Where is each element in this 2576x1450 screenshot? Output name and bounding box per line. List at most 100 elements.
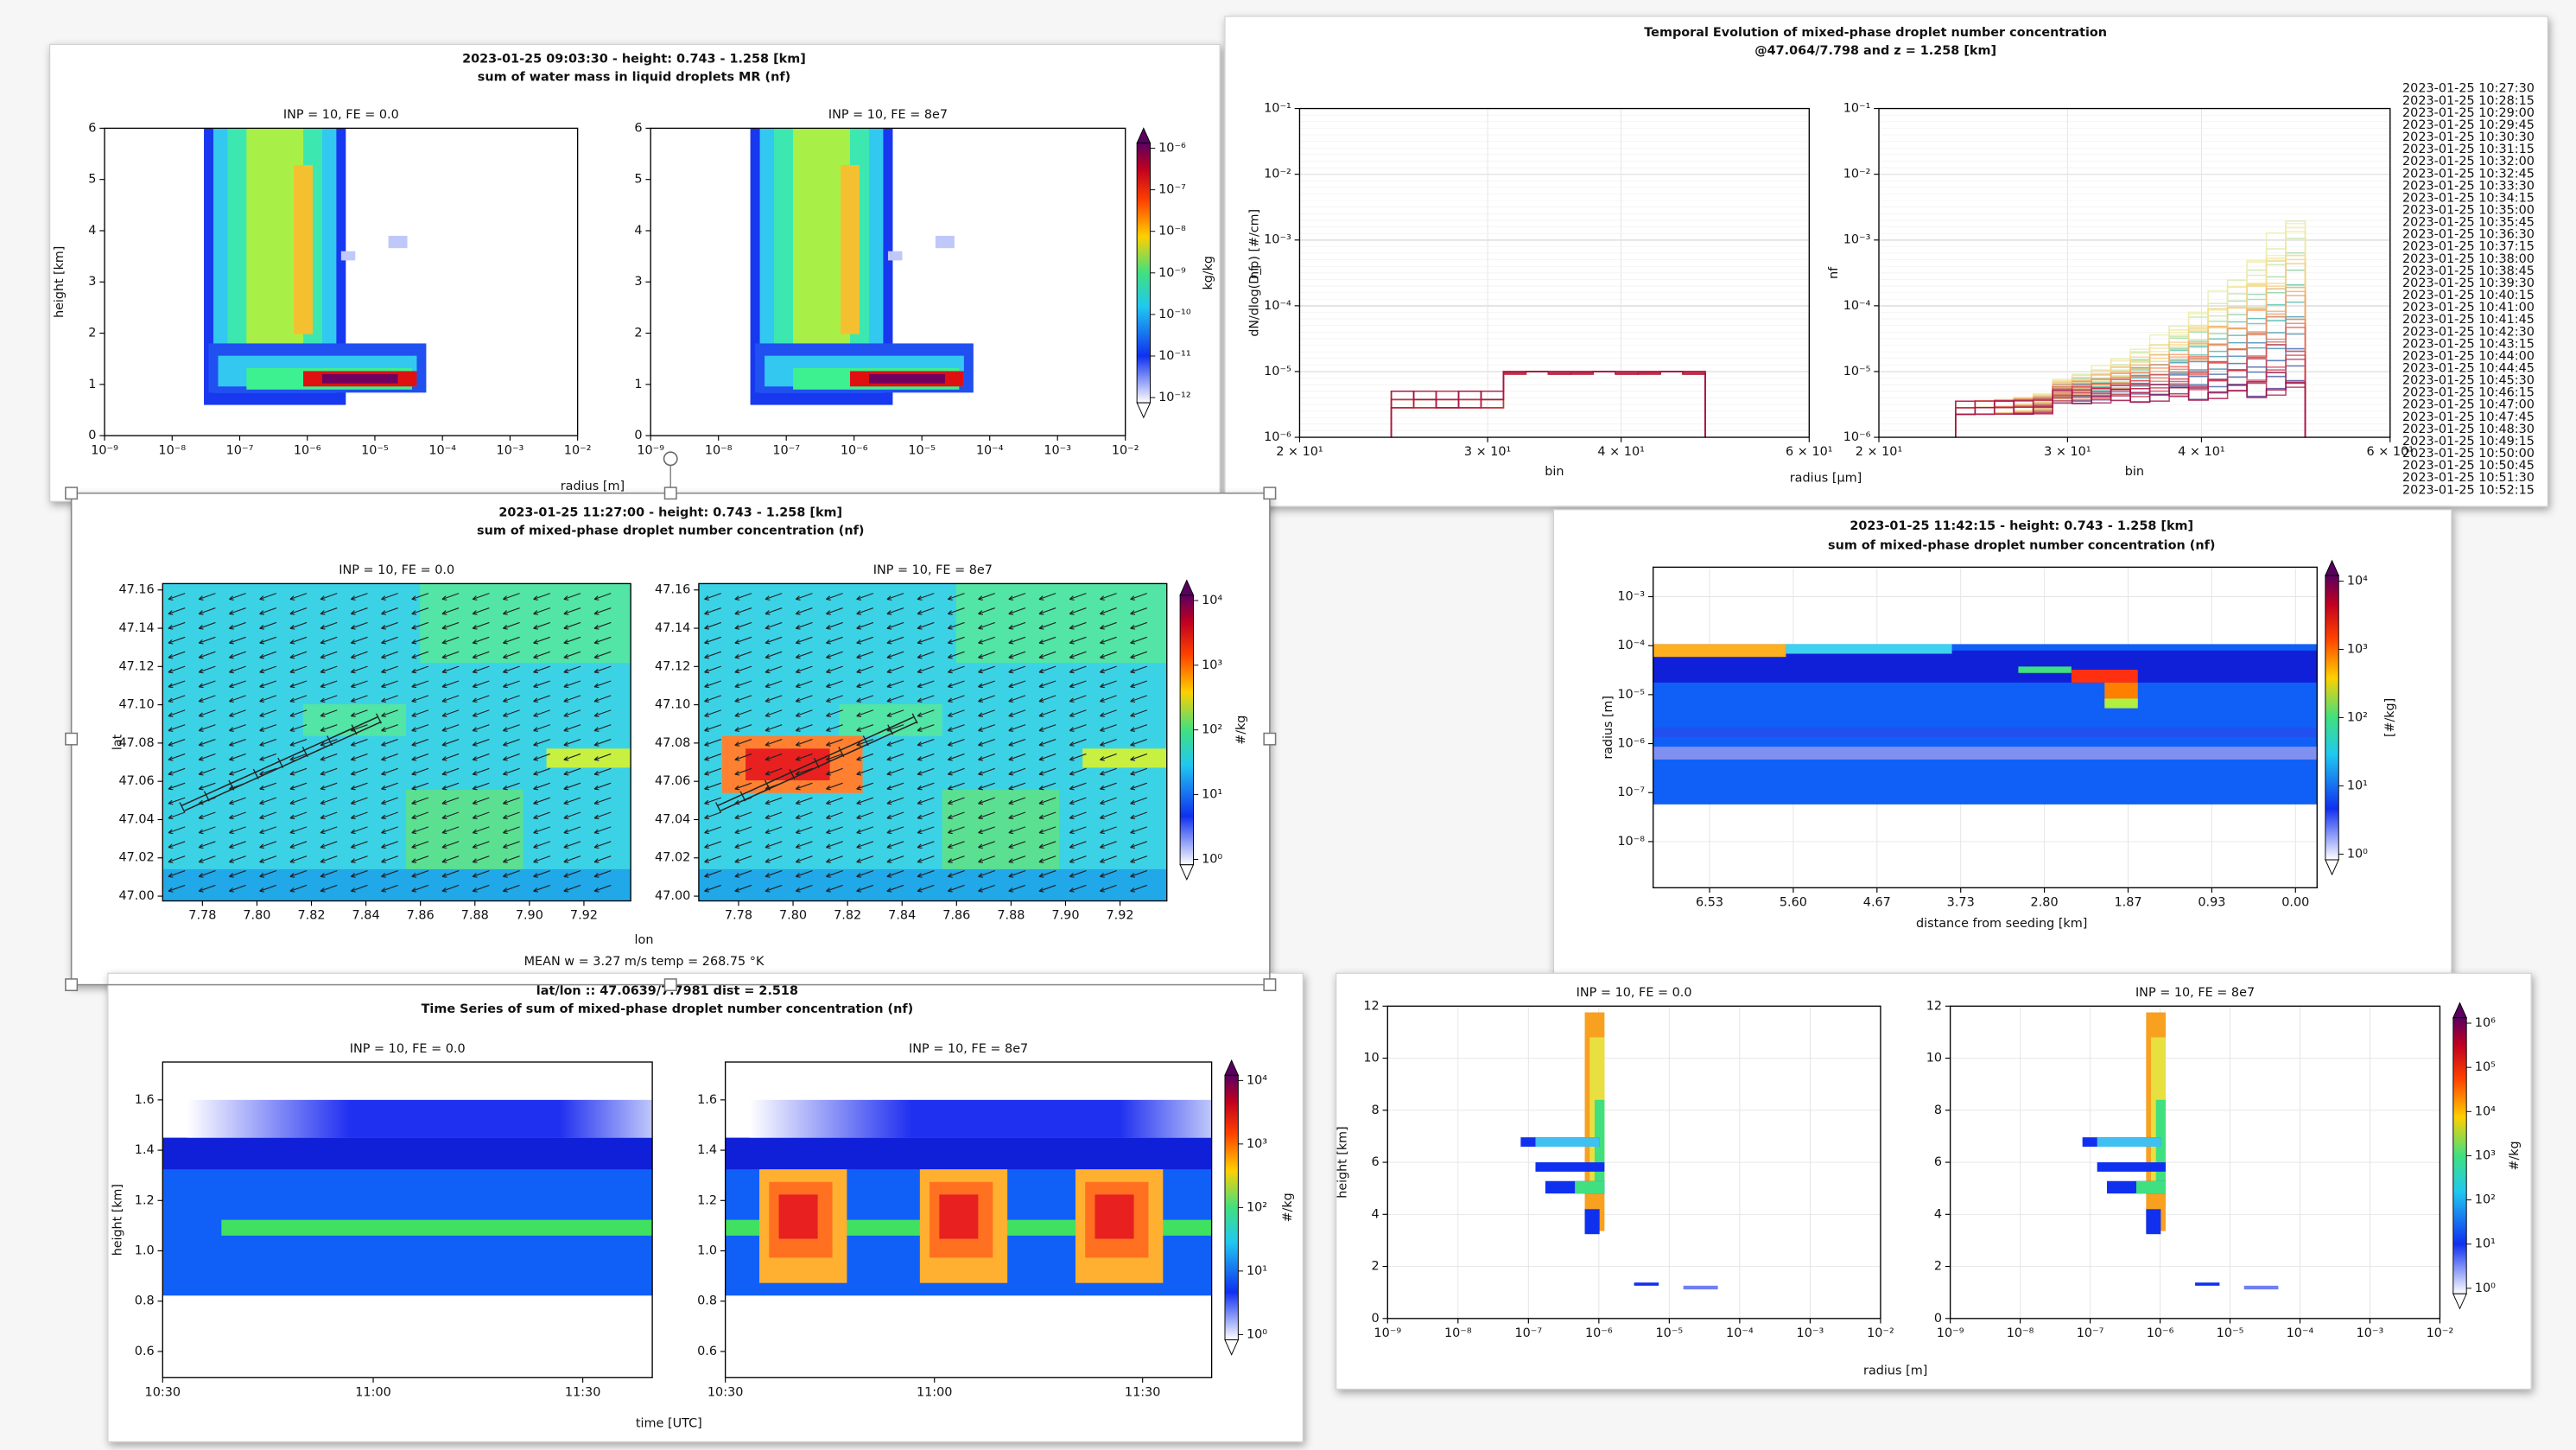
y-tick-label: 47.00 xyxy=(118,889,154,903)
plot-title: sum of water mass in liquid droplets MR … xyxy=(478,70,790,84)
wind-barb xyxy=(734,724,752,732)
wind-barb xyxy=(1130,841,1148,849)
wind-barb xyxy=(472,753,490,761)
heatmap-cell xyxy=(955,583,1167,664)
wind-barb xyxy=(259,724,277,732)
wind-barb xyxy=(947,695,965,703)
wind-barb xyxy=(502,680,520,689)
wind-barb xyxy=(1008,695,1026,703)
wind-barb xyxy=(947,621,965,630)
y-tick-label: 8 xyxy=(1372,1103,1380,1117)
wind-barb xyxy=(1100,767,1117,776)
resize-handle[interactable] xyxy=(1263,978,1277,992)
colorbar-tick-label: 10¹ xyxy=(2347,779,2368,792)
wind-barb xyxy=(795,826,813,835)
colorbar-tick-label: 10² xyxy=(1247,1200,1267,1214)
y-tick-label: 5 xyxy=(634,173,642,187)
panel-title: INP = 10, FE = 0.0 xyxy=(339,563,454,577)
wind-barb xyxy=(1069,739,1087,747)
legend-entry: 2023-01-25 10:44:00 xyxy=(2402,350,2535,364)
y-tick-label: 2 xyxy=(1934,1260,1942,1274)
track-tick xyxy=(789,768,796,779)
resize-handle[interactable] xyxy=(65,487,79,500)
y-tick-label: 8 xyxy=(1934,1103,1942,1117)
resize-handle[interactable] xyxy=(663,978,677,992)
wind-barb xyxy=(704,724,721,732)
wind-barb xyxy=(228,767,246,776)
y-tick-label: 10⁻⁷ xyxy=(1617,785,1645,799)
wind-barb xyxy=(795,651,813,659)
wind-barb xyxy=(856,665,874,674)
wind-barb xyxy=(947,811,965,820)
resize-handle[interactable] xyxy=(1263,732,1277,746)
y-tick-label: 10⁻⁶ xyxy=(1264,430,1291,444)
legend-entry: 2023-01-25 10:42:30 xyxy=(2402,325,2535,339)
wind-barb xyxy=(289,621,308,630)
resize-handle[interactable] xyxy=(1263,487,1277,500)
wind-barb xyxy=(563,782,581,791)
wind-barb xyxy=(502,607,520,615)
track-tick xyxy=(764,779,771,791)
wind-barb xyxy=(563,753,581,761)
wind-barb xyxy=(1069,782,1087,791)
y-tick-label: 10⁻³ xyxy=(1843,233,1871,247)
wind-barb xyxy=(259,739,277,747)
wind-barb xyxy=(593,753,612,761)
legend-entry: 2023-01-25 10:43:15 xyxy=(2402,337,2535,351)
y-tick-label: 47.06 xyxy=(118,774,154,788)
rotate-handle[interactable] xyxy=(663,451,678,467)
x-tick-label: 5.60 xyxy=(1780,896,1807,910)
resize-handle[interactable] xyxy=(65,732,79,746)
wind-barb xyxy=(734,841,752,849)
y-tick-label: 5 xyxy=(88,173,96,187)
wind-barb xyxy=(320,767,338,776)
resize-handle[interactable] xyxy=(663,487,677,500)
x-axis-label: radius [m] xyxy=(1863,1364,1927,1378)
y-tick-label: 10⁻³ xyxy=(1264,233,1291,247)
wind-barb xyxy=(1130,826,1148,835)
wind-barb xyxy=(734,709,752,717)
wind-barb xyxy=(320,826,338,835)
wind-barb xyxy=(441,855,460,863)
x-tick-label: 4 × 10¹ xyxy=(1597,445,1644,459)
y-tick-label: 0 xyxy=(88,429,96,442)
wind-barb xyxy=(795,870,813,878)
x-tick-label: 10⁻⁷ xyxy=(772,443,800,457)
wind-barb xyxy=(320,753,338,761)
wind-barb xyxy=(978,855,995,863)
wind-barb xyxy=(381,739,398,747)
y-tick-label: 6 xyxy=(1372,1155,1380,1169)
colorbar-extend xyxy=(2452,1002,2467,1019)
wind-barb xyxy=(734,680,752,689)
x-tick-label: 10:30 xyxy=(145,1385,181,1399)
track-tick xyxy=(838,747,845,758)
wind-barb xyxy=(795,811,813,820)
wind-barb xyxy=(1038,826,1056,835)
heatmap-cell xyxy=(162,868,631,901)
legend-entry: 2023-01-25 10:45:30 xyxy=(2402,374,2535,388)
wind-barb xyxy=(826,870,843,878)
colorbar-tick-label: 10⁴ xyxy=(2347,574,2368,588)
legend-entry: 2023-01-25 10:40:15 xyxy=(2402,289,2535,302)
wind-barb xyxy=(563,870,581,878)
wind-barb xyxy=(704,651,721,659)
wind-barb xyxy=(917,782,935,791)
legend-entry: 2023-01-25 10:38:00 xyxy=(2402,252,2535,266)
wind-barb xyxy=(441,826,460,835)
resize-handle[interactable] xyxy=(65,978,79,992)
wind-barb xyxy=(381,782,398,791)
wind-barb xyxy=(533,621,550,630)
heatmap-cell xyxy=(1683,1285,1718,1290)
wind-barb xyxy=(228,797,246,805)
wind-barb xyxy=(1038,855,1056,863)
wind-barb xyxy=(734,695,752,703)
wind-barb xyxy=(1038,607,1056,615)
wind-barb xyxy=(441,680,460,689)
wind-barb xyxy=(856,884,874,893)
wind-barb xyxy=(1008,841,1026,849)
wind-barb xyxy=(593,826,612,835)
wind-barb xyxy=(1130,782,1148,791)
wind-barb xyxy=(381,724,398,732)
wind-barb xyxy=(381,621,398,630)
